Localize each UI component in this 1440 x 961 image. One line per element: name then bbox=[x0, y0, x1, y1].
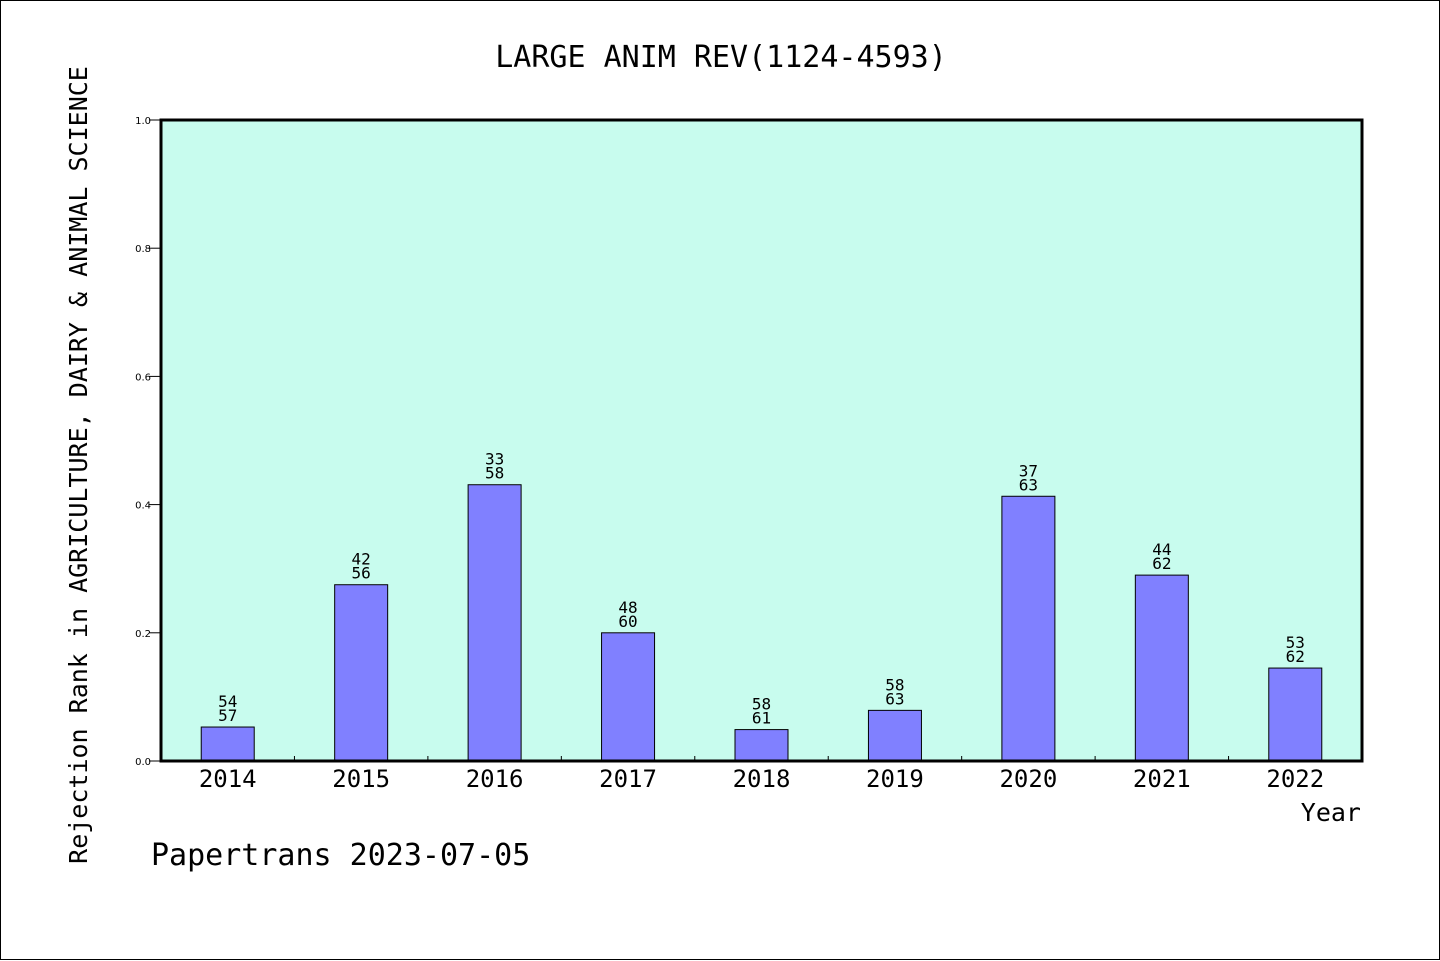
bar-total-label: 62 bbox=[1286, 647, 1305, 666]
bar-total-label: 60 bbox=[618, 612, 637, 631]
x-tick-label: 2017 bbox=[599, 765, 657, 793]
bar-rank-label: 42 bbox=[352, 550, 371, 569]
bar-rank-label: 54 bbox=[218, 692, 237, 711]
bar bbox=[867, 709, 922, 762]
bar bbox=[601, 632, 656, 762]
bar-rank-label: 37 bbox=[1019, 461, 1038, 480]
bar-total-label: 61 bbox=[752, 709, 771, 728]
y-tick-label: 0.2 bbox=[135, 629, 151, 640]
bar-total-label: 57 bbox=[218, 706, 237, 725]
x-axis-label: Year bbox=[1301, 798, 1361, 827]
x-axis-tick-labels: 2014 2015 2016 2017 2018 2019 2020 2021 2022 bbox=[199, 765, 1324, 793]
x-tick-label: 2020 bbox=[999, 765, 1057, 793]
x-tick-label: 2018 bbox=[733, 765, 791, 793]
y-axis-label: Rejection Rank in AGRICULTURE, DAIRY & A… bbox=[64, 66, 93, 864]
bar bbox=[1268, 667, 1323, 762]
y-tick-label: 0.8 bbox=[135, 244, 151, 255]
bar-rank-label: 53 bbox=[1286, 633, 1305, 652]
bar-series bbox=[200, 484, 1323, 762]
x-tick-label: 2019 bbox=[866, 765, 924, 793]
bar bbox=[200, 726, 255, 762]
y-tick-label: 0.4 bbox=[135, 501, 151, 512]
bar-total-label: 63 bbox=[885, 689, 904, 708]
x-tick-label: 2021 bbox=[1133, 765, 1191, 793]
y-tick-label: 0.6 bbox=[135, 372, 151, 383]
x-tick-label: 2022 bbox=[1266, 765, 1324, 793]
bar-total-label: 58 bbox=[485, 464, 504, 483]
bar-total-label: 63 bbox=[1019, 475, 1038, 494]
y-axis-ticks: 0.0 0.2 0.4 0.6 0.8 1.0 bbox=[135, 116, 161, 768]
bar bbox=[467, 484, 522, 762]
bar-rank-label: 48 bbox=[618, 598, 637, 617]
x-tick-label: 2015 bbox=[332, 765, 390, 793]
bar-rank-label: 44 bbox=[1152, 540, 1171, 559]
bar-rank-label: 58 bbox=[752, 695, 771, 714]
plot-border bbox=[159, 118, 1364, 763]
x-tick-label: 2014 bbox=[199, 765, 257, 793]
bar-total-label: 62 bbox=[1152, 554, 1171, 573]
bar bbox=[334, 584, 389, 762]
y-tick-label: 1.0 bbox=[135, 116, 151, 127]
bar-rank-label: 33 bbox=[485, 450, 504, 469]
bar-rank-label: 58 bbox=[885, 675, 904, 694]
bar bbox=[1001, 495, 1056, 762]
x-tick-label: 2016 bbox=[466, 765, 524, 793]
footer-credit: Papertrans 2023-07-05 bbox=[151, 838, 530, 873]
bar-total-label: 56 bbox=[352, 564, 371, 583]
y-tick-label: 0.0 bbox=[135, 757, 151, 768]
chart-title: LARGE ANIM REV(1124-4593) bbox=[495, 40, 947, 75]
bar bbox=[1134, 574, 1189, 762]
bar bbox=[734, 729, 789, 762]
